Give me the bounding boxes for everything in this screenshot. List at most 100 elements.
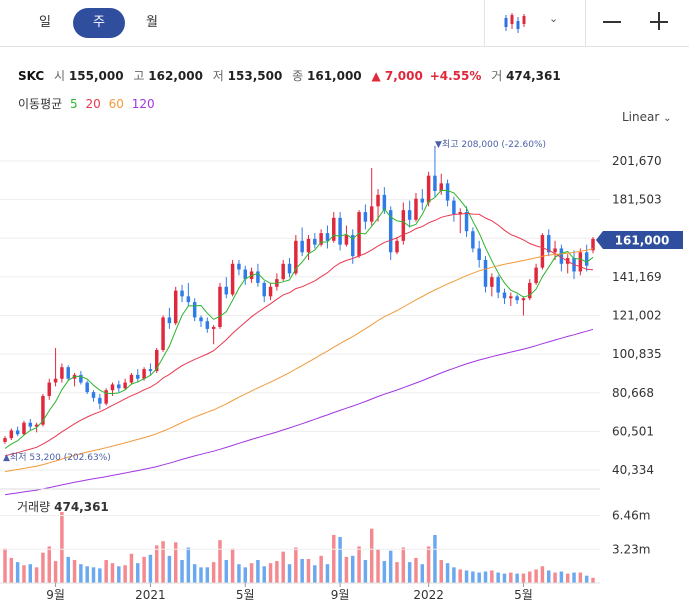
price-tick-label: 121,002 <box>612 309 662 323</box>
candle-body <box>338 217 342 245</box>
change-value: ▲ 7,000 <box>371 69 423 83</box>
volume-bar <box>407 562 412 583</box>
candle-body <box>237 263 241 270</box>
candle-body <box>186 296 191 303</box>
candle-body <box>224 286 229 295</box>
volume-panel-value: 474,361 <box>54 500 109 514</box>
candle-body <box>281 263 285 280</box>
candle-body <box>395 240 399 253</box>
candle-body <box>161 317 165 350</box>
candle-body <box>591 238 595 251</box>
volume-bar <box>262 566 266 583</box>
candle-body <box>294 240 298 274</box>
current-price-marker: 161,000 <box>596 231 683 249</box>
candle-body <box>382 194 387 211</box>
moving-average-lines <box>4 189 594 496</box>
volume-bar <box>186 547 191 583</box>
candle-body <box>173 290 178 324</box>
candle-body <box>490 277 494 287</box>
scale-mode-dropdown[interactable]: Linear ⌄ <box>622 110 672 124</box>
volume-bar <box>180 560 184 583</box>
candle-body <box>199 317 203 322</box>
zoom-out-button[interactable] <box>602 8 622 36</box>
candle-body <box>123 382 127 389</box>
candle-body <box>540 235 545 268</box>
quote-info: SKC 시 155,000 고 162,000 저 153,500 종 161,… <box>18 67 561 84</box>
candle-body <box>559 248 564 264</box>
volume-bar <box>357 546 361 583</box>
candle-body <box>464 212 469 232</box>
ma-20-label: 20 <box>85 97 101 111</box>
candle-body <box>414 198 418 220</box>
volume-bar <box>66 556 70 583</box>
candle-body <box>53 378 58 383</box>
volume-bar <box>426 546 431 583</box>
candle-body <box>129 374 134 383</box>
candle-body <box>205 321 210 329</box>
volume-bar <box>275 561 279 583</box>
candle-body <box>344 235 349 245</box>
volume-bar <box>117 566 121 583</box>
candle-body <box>34 424 39 427</box>
candle-body <box>420 198 425 203</box>
volume-bar <box>332 534 336 583</box>
candle-body <box>515 296 519 301</box>
volume-bar <box>591 577 595 583</box>
candle-body <box>496 277 500 293</box>
volume-bar <box>477 572 481 583</box>
open-value: 155,000 <box>68 69 124 83</box>
volume-bar <box>148 554 153 583</box>
volume-bar <box>540 566 545 583</box>
candle-body <box>528 282 532 299</box>
open-label: 시 <box>54 69 66 83</box>
volume-bar <box>433 534 437 583</box>
candle-body <box>578 252 583 272</box>
price-axis: 201,670 181,503 141,169 121,002 100,835 80,66… <box>612 154 662 477</box>
time-tick-label: 5월 <box>514 588 533 602</box>
volume-bar <box>205 567 210 583</box>
volume-bar <box>34 567 39 583</box>
volume-bar <box>420 564 425 583</box>
moving-average-legend[interactable]: 이동평균 5 20 60 120 <box>18 95 159 112</box>
volume-tick-label: 6.46m <box>612 509 650 523</box>
period-week-button[interactable]: 주 <box>73 8 125 38</box>
volume-bar <box>401 547 406 583</box>
chart-type-chevron-down-icon[interactable]: ⌄ <box>549 12 559 25</box>
time-tick-label: 9월 <box>331 588 350 602</box>
time-tick-label: 5월 <box>236 588 255 602</box>
ma-60-label: 60 <box>108 97 124 111</box>
period-month-button[interactable]: 월 <box>146 15 158 30</box>
candles <box>3 148 595 444</box>
volume-bar <box>496 572 500 583</box>
period-day-button[interactable]: 일 <box>39 15 51 30</box>
zoom-in-button[interactable] <box>649 8 669 36</box>
time-tick-label: 2022 <box>413 588 444 602</box>
volume-bar <box>483 571 488 583</box>
volume-bar <box>3 548 7 583</box>
candle-body <box>66 367 70 379</box>
volume-bar <box>458 569 462 583</box>
candle-body <box>547 235 551 253</box>
volume-bar <box>338 537 342 583</box>
volume-bar <box>313 565 317 583</box>
candle-body <box>243 269 247 280</box>
candle-body <box>60 367 64 379</box>
volume-bar <box>414 557 418 583</box>
candle-body <box>553 248 557 253</box>
volume-bar <box>306 558 311 583</box>
volume-bar <box>281 551 285 583</box>
volume-bar <box>490 570 494 583</box>
time-tick-label: 2021 <box>135 588 166 602</box>
volume-bar <box>584 575 589 583</box>
candle-body <box>218 286 222 327</box>
volume-bars <box>3 511 595 583</box>
volume-bar <box>565 573 570 583</box>
volume-value: 474,361 <box>506 69 561 83</box>
candle-body <box>439 183 443 192</box>
volume-bar <box>199 567 203 583</box>
candle-body <box>104 390 108 404</box>
candlestick-icon[interactable] <box>503 12 527 38</box>
volume-bar <box>243 567 247 583</box>
volume-bar <box>249 563 254 583</box>
